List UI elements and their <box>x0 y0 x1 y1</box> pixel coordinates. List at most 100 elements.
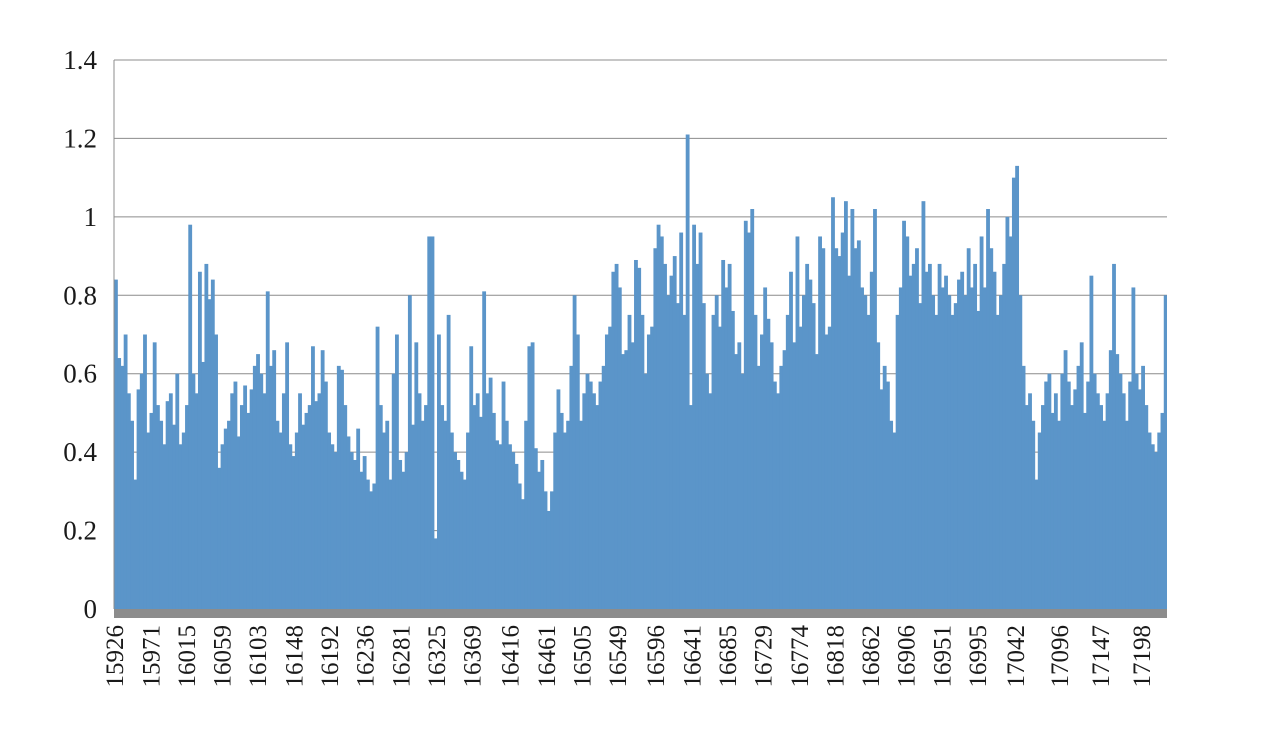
bar <box>575 334 580 609</box>
bar <box>553 432 558 609</box>
x-tick-label: 17096 <box>1047 625 1074 688</box>
bar <box>908 275 913 609</box>
bar <box>314 401 319 609</box>
bar <box>779 365 784 609</box>
bar <box>611 271 616 609</box>
bar <box>123 334 128 609</box>
y-tick-label: 0.4 <box>63 437 97 467</box>
bar <box>1041 405 1045 609</box>
bar <box>963 295 968 609</box>
x-tick-label: 16774 <box>787 625 814 688</box>
bar <box>679 232 684 610</box>
bar <box>495 440 499 609</box>
bar <box>982 287 987 609</box>
x-tick-label: 17042 <box>1003 625 1030 688</box>
bar <box>524 420 529 609</box>
bars <box>114 134 1167 610</box>
x-tick-label: 16685 <box>715 625 742 688</box>
bar <box>598 381 603 609</box>
x-tick-label: 16862 <box>858 625 885 688</box>
bar <box>1154 452 1158 609</box>
bar <box>614 263 619 609</box>
bar <box>840 232 845 610</box>
bar <box>957 279 961 609</box>
bar <box>246 412 251 609</box>
bar <box>243 385 248 609</box>
bar <box>569 365 574 609</box>
bar <box>1118 373 1123 609</box>
bar <box>937 263 942 609</box>
bar <box>831 197 835 609</box>
bar <box>307 405 312 609</box>
bar <box>915 248 919 609</box>
bar <box>317 393 322 609</box>
bar <box>902 220 906 609</box>
bar <box>469 346 474 609</box>
bar <box>1141 365 1145 609</box>
bar <box>1095 393 1100 609</box>
bar <box>918 303 923 609</box>
bar <box>999 295 1003 609</box>
bar <box>650 326 655 609</box>
bar <box>482 291 487 609</box>
bar <box>385 420 390 609</box>
bar <box>511 452 516 609</box>
bar <box>207 299 212 609</box>
bar <box>595 405 600 609</box>
bar <box>453 452 457 609</box>
x-tick-label: 16103 <box>245 625 272 688</box>
bar <box>210 279 215 609</box>
bar <box>152 342 157 609</box>
bar <box>320 350 325 609</box>
bar <box>130 420 134 609</box>
bar <box>501 381 506 609</box>
bar <box>449 432 454 609</box>
bar <box>333 452 338 609</box>
bar <box>966 248 971 609</box>
bar <box>498 444 503 609</box>
bar <box>504 420 509 609</box>
bar <box>627 314 632 609</box>
bar <box>346 436 351 609</box>
y-tick-label: 1.2 <box>63 123 97 153</box>
bar <box>695 263 700 609</box>
bar <box>178 444 183 609</box>
bar <box>1047 373 1052 609</box>
bar <box>120 365 125 609</box>
bar <box>950 314 955 609</box>
bar <box>1008 236 1013 609</box>
bar <box>885 381 890 609</box>
bar <box>905 236 910 609</box>
bar <box>1147 432 1152 609</box>
bar <box>249 389 254 609</box>
bar <box>159 420 164 609</box>
bar <box>530 342 535 609</box>
bar <box>1028 393 1032 609</box>
bar <box>336 365 341 609</box>
bar <box>272 350 277 609</box>
bar <box>340 369 344 609</box>
bar <box>601 365 606 609</box>
bar <box>763 287 768 609</box>
bar <box>682 314 687 609</box>
bar <box>701 303 706 609</box>
x-tick-label: 16416 <box>498 625 525 688</box>
bar <box>1105 393 1110 609</box>
bar <box>740 373 745 609</box>
bar <box>365 479 370 609</box>
bar <box>165 401 170 609</box>
x-tick-label: 16906 <box>893 625 920 688</box>
bar <box>730 310 735 609</box>
bar <box>201 361 206 609</box>
bar <box>986 209 990 609</box>
bar <box>114 279 118 609</box>
x-tick-label: 16596 <box>643 625 670 688</box>
bar <box>275 420 280 609</box>
bar <box>795 236 800 609</box>
bar <box>969 287 974 609</box>
bar <box>456 459 461 609</box>
bar <box>1076 365 1081 609</box>
bar <box>882 365 887 609</box>
bar <box>407 295 412 609</box>
x-tick-label: 16461 <box>534 625 561 688</box>
